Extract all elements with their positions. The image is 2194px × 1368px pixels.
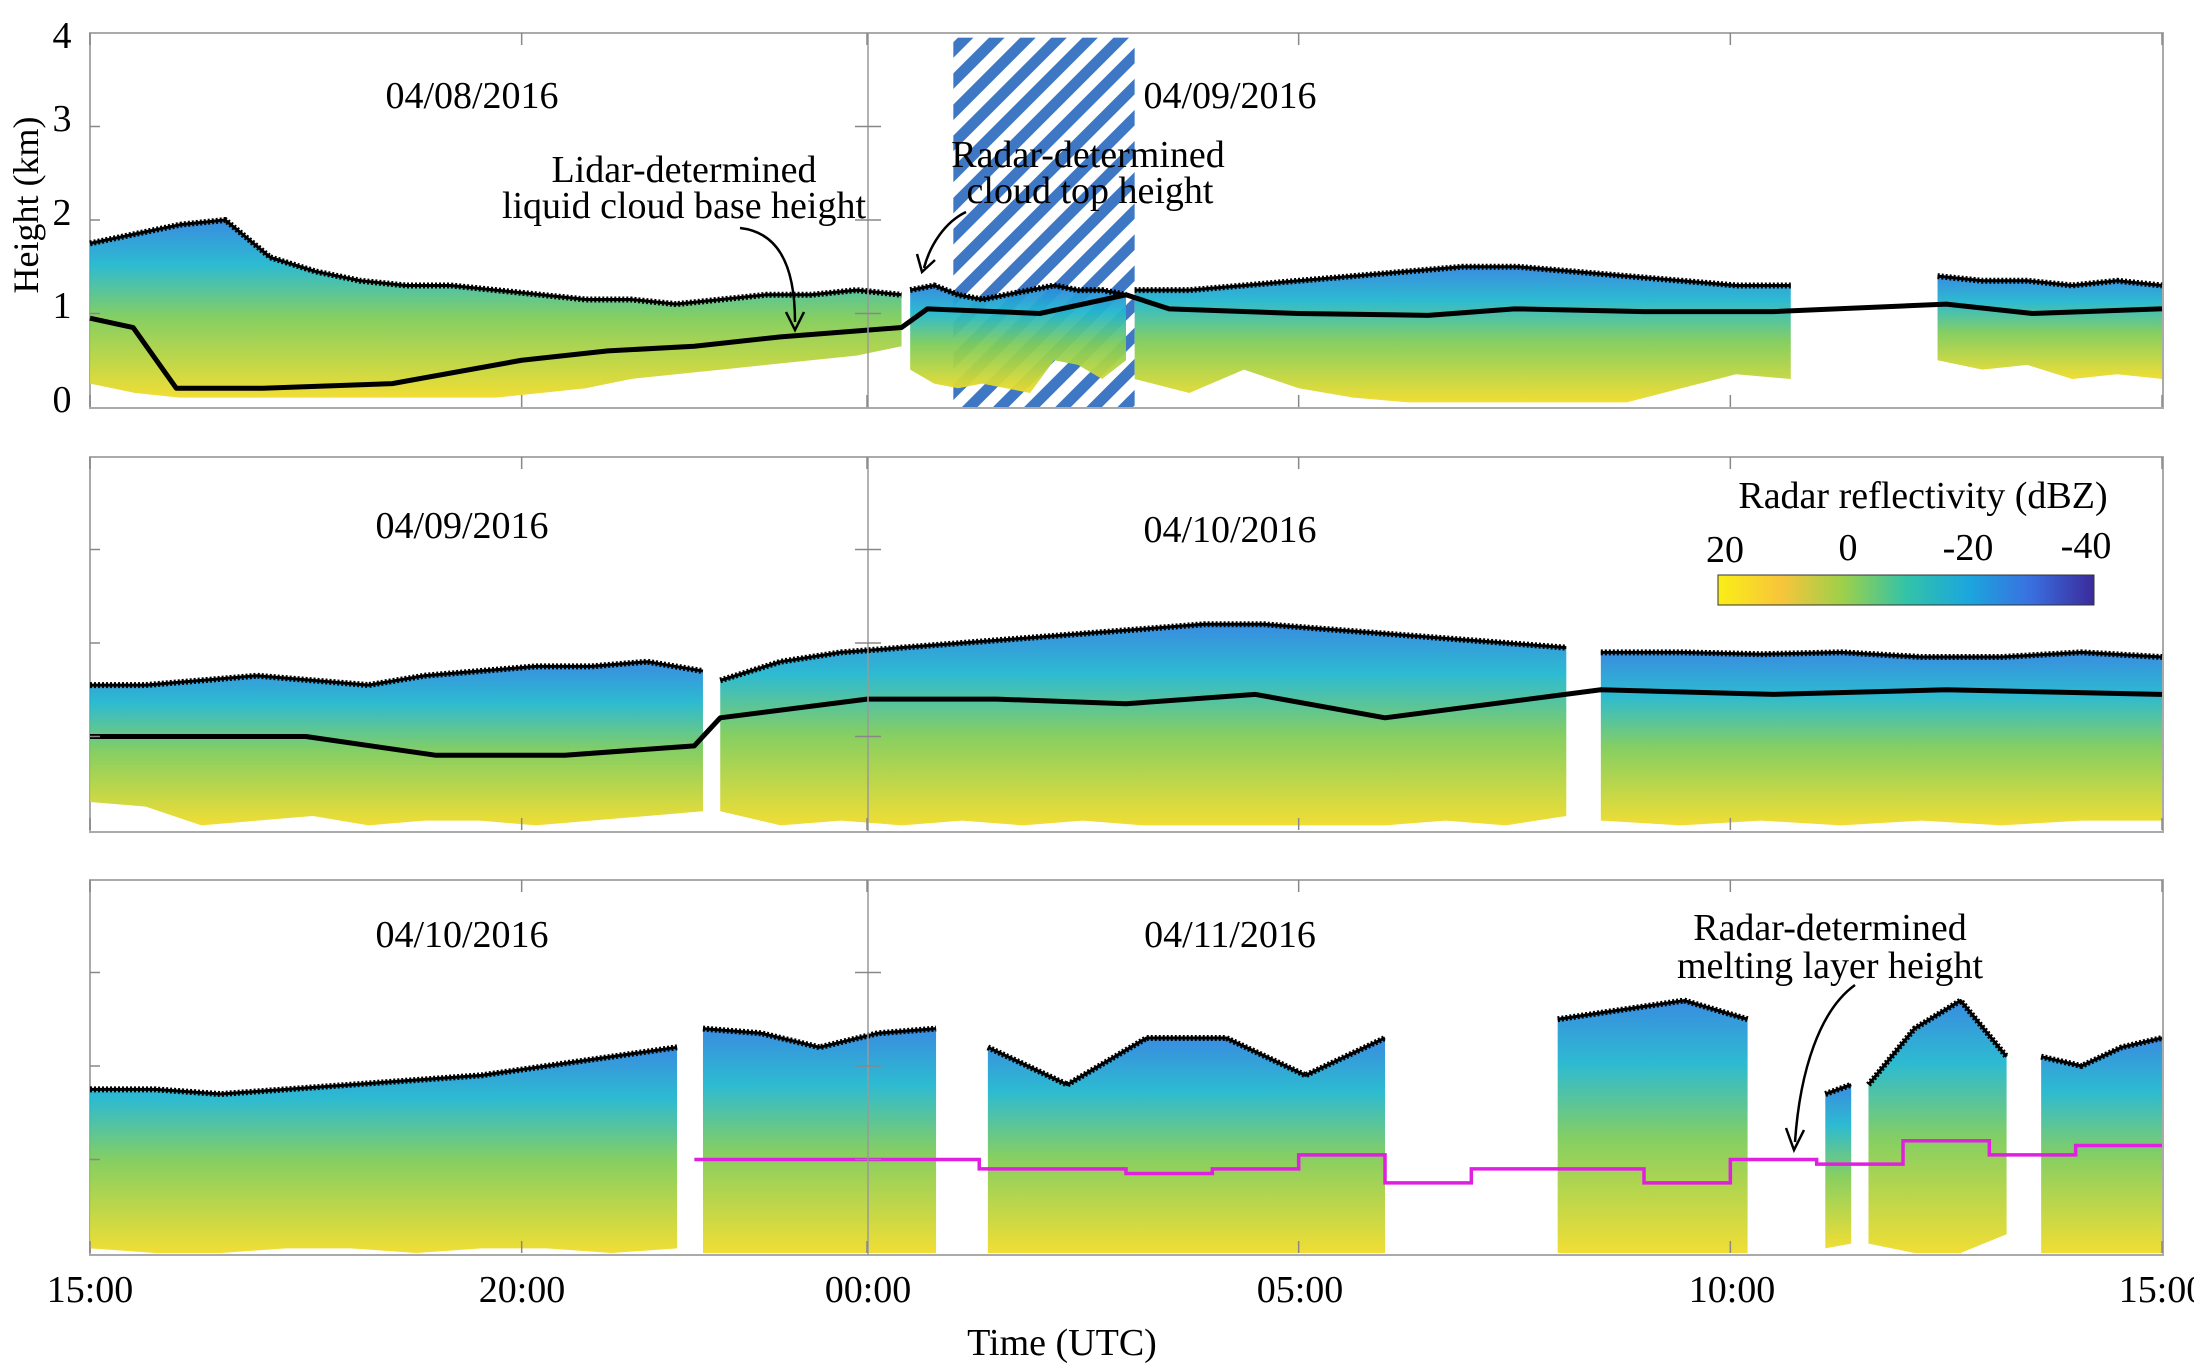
cloud-top-height-core-2 — [702, 1027, 937, 1049]
panel-3-frame — [89, 879, 2164, 1256]
annotation-cloudtop-arrowhead — [915, 253, 936, 275]
radar-echo-segment-2 — [702, 1028, 937, 1253]
annotation-lidar-arrowhead — [784, 311, 806, 333]
tick-marks — [89, 33, 2163, 1253]
radar-echo-segment-3 — [987, 1037, 1385, 1253]
annotation-lidar-arrow — [739, 226, 797, 323]
cloud-top-height-core-4 — [1937, 274, 2163, 287]
panel-3-echo-layer — [90, 1000, 2162, 1253]
x-tick-label-1500-end: 15:00 — [2119, 1269, 2194, 1311]
panel-2-date-right: 04/10/2016 — [1143, 509, 1316, 551]
radar-echo-segment-4 — [1937, 276, 2162, 379]
radar-echo-segment-1 — [90, 1047, 678, 1253]
cloud-top-height-core-4 — [1557, 999, 1749, 1021]
x-tick-label-1000: 10:00 — [1689, 1269, 1776, 1311]
panel-2-echo-layer — [90, 624, 2162, 826]
cloud-top-height-core-6 — [1867, 999, 2008, 1086]
panel-3-line-layer — [90, 997, 2163, 1185]
annotation-melting-arrowhead — [1784, 1127, 1806, 1154]
panel-1-date-left: 04/08/2016 — [385, 75, 558, 117]
panel-3-date-right: 04/11/2016 — [1144, 914, 1316, 956]
y-tick-label-2: 2 — [53, 192, 72, 234]
cloud-top-height-core-2 — [909, 283, 1127, 301]
panel-2-date-left: 04/09/2016 — [375, 505, 548, 547]
annotation-cloudtop-arrow — [922, 210, 967, 269]
panel-3-date-left: 04/10/2016 — [375, 914, 548, 956]
cloud-top-height-core-3 — [1600, 650, 2163, 659]
radar-echo-segment-1 — [90, 220, 902, 398]
radar-echo-segment-3 — [1600, 652, 2162, 826]
annotation-melting-line-1: Radar-determined — [1693, 907, 1967, 949]
x-axis: 15:00 20:00 00:00 05:00 10:00 15:00 Time… — [47, 1269, 2194, 1364]
cloud-top-height-core-3 — [1134, 265, 1791, 292]
panel-1-date-right: 04/09/2016 — [1143, 75, 1316, 117]
y-tick-label-4: 4 — [53, 15, 72, 57]
colorbar-title: Radar reflectivity (dBZ) — [1738, 475, 2107, 517]
y-axis-title: Height (km) — [6, 117, 46, 294]
lidar-cloud-base-height — [89, 292, 2163, 391]
cloud-top-height-core-1 — [89, 218, 902, 306]
panel-2-frame — [89, 456, 2164, 833]
annotation-cloudtop-line-1: Radar-determined — [951, 134, 1225, 176]
radar-echo-segment-1 — [90, 661, 703, 826]
annotations: Lidar-determined liquid cloud base heigh… — [502, 134, 1983, 1154]
cloud-base-height — [90, 687, 2163, 758]
colorbar-tick-minus20: -20 — [1943, 527, 1994, 569]
colorbar-tick-minus40: -40 — [2061, 525, 2112, 567]
melting-layer-height — [694, 1139, 2162, 1185]
date-labels: 04/08/2016 04/09/2016 04/09/2016 04/10/2… — [375, 75, 1316, 956]
cloud-top-height-core-7 — [2040, 1036, 2163, 1068]
colorbar-tick-20: 20 — [1706, 529, 1744, 571]
panel-1 — [89, 32, 2164, 409]
annotation-lidar-line-1: Lidar-determined — [551, 149, 816, 191]
cloud-top-height-core-3 — [987, 1036, 1386, 1087]
cloud-top-height-core-5 — [1824, 1083, 1852, 1096]
colorbar: Radar reflectivity (dBZ) 20 0 -20 -40 — [1706, 475, 2112, 606]
radar-echo-segment-3 — [1134, 266, 1791, 403]
x-tick-label-0500: 05:00 — [1257, 1269, 1344, 1311]
colorbar-tick-0: 0 — [1839, 527, 1858, 569]
cloud-top-height-core-1 — [90, 660, 704, 687]
y-tick-label-3: 3 — [53, 98, 72, 140]
panel-3 — [89, 879, 2164, 1256]
y-tick-label-0: 0 — [53, 379, 72, 421]
annotation-melting-line-2: melting layer height — [1677, 945, 1983, 987]
colorbar-bar — [1717, 574, 2095, 606]
panel-2 — [89, 456, 2164, 833]
radar-echo-segment-6 — [1868, 1000, 2007, 1253]
radar-echo-segment-4 — [1557, 1000, 1748, 1253]
x-tick-label-1500: 15:00 — [47, 1269, 134, 1311]
annotation-cloudtop-line-2: cloud top height — [967, 170, 1214, 212]
cloud-top-height-core-2 — [719, 622, 1567, 682]
cloud-top-height-core-1 — [90, 1045, 678, 1096]
x-tick-label-2000: 20:00 — [479, 1269, 566, 1311]
annotation-melting-arrow — [1793, 983, 1856, 1143]
radar-echo-segment-2 — [720, 624, 1567, 826]
y-tick-label-1: 1 — [53, 285, 72, 327]
x-axis-title: Time (UTC) — [967, 1322, 1157, 1364]
panel-2-line-layer — [90, 621, 2163, 758]
x-tick-label-0000: 00:00 — [825, 1269, 912, 1311]
radar-echo-segment-5 — [1825, 1084, 1852, 1249]
y-axis: 0 1 2 3 4 Height (km) — [6, 15, 72, 421]
annotation-lidar-line-2: liquid cloud base height — [502, 185, 867, 227]
panel-1-line-layer — [89, 217, 2163, 391]
